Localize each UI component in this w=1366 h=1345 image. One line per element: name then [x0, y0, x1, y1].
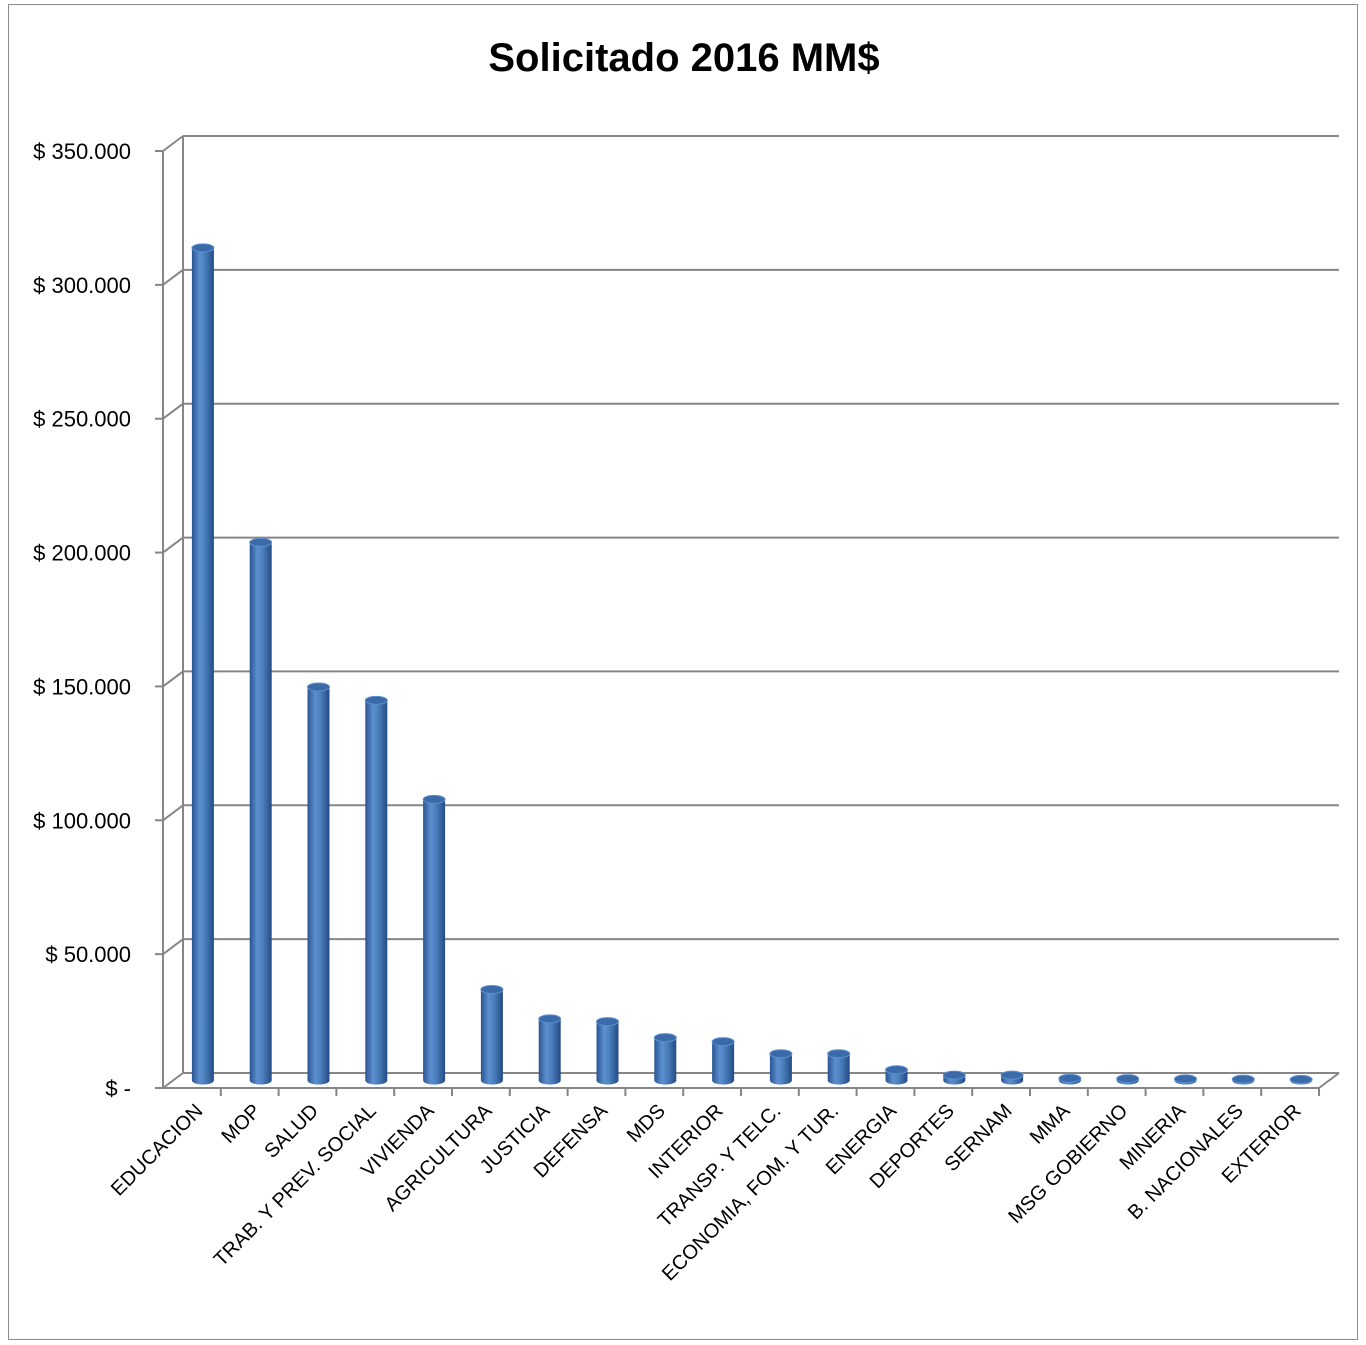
- gridline-side: [162, 804, 184, 822]
- gridline-side: [162, 1072, 184, 1089]
- x-tick-label: MMA: [1026, 1100, 1075, 1149]
- x-axis-line: [163, 1072, 1340, 1089]
- gridline-side: [162, 670, 184, 688]
- bar: [942, 1070, 966, 1085]
- gridline-side: [162, 938, 184, 955]
- bar: [1116, 1074, 1140, 1085]
- bar: [885, 1065, 908, 1085]
- y-tick-label: $ 300.000: [33, 273, 131, 298]
- gridline-side: [162, 269, 184, 286]
- y-tick-label: $ 250.000: [33, 407, 131, 432]
- gridline-side: [162, 135, 184, 152]
- bar: [769, 1049, 793, 1085]
- chart-frame: Solicitado 2016 MM$ $ - $ 50.000 $ 100.000…: [8, 4, 1358, 1340]
- y-tick-label: $ 200.000: [33, 541, 131, 566]
- bars: [191, 243, 1313, 1085]
- bar: [538, 1014, 562, 1085]
- bar: [307, 682, 330, 1085]
- x-tick-label: MOP: [217, 1100, 265, 1148]
- bar: [711, 1037, 735, 1085]
- bar: [653, 1033, 677, 1085]
- bar: [596, 1017, 619, 1085]
- bar: [480, 984, 504, 1085]
- gridline-side: [162, 402, 184, 420]
- y-tick-label: $ 350.000: [33, 139, 131, 164]
- x-tick-label: MDS: [623, 1100, 670, 1147]
- bar: [827, 1049, 851, 1085]
- chart-title: Solicitado 2016 MM$: [488, 36, 879, 80]
- bar: [1174, 1074, 1197, 1085]
- bar: [364, 695, 388, 1085]
- bar-chart: Solicitado 2016 MM$ $ - $ 50.000 $ 100.000…: [33, 36, 1340, 1286]
- bar: [249, 537, 273, 1085]
- x-tick-label: EDUCACION: [107, 1100, 207, 1200]
- gridline-side: [162, 536, 184, 554]
- bar: [1058, 1073, 1082, 1085]
- axes: [155, 136, 1340, 1096]
- y-tick-label: $ 50.000: [45, 942, 131, 967]
- y-tick-label: $ 150.000: [33, 674, 131, 699]
- y-tick-label: $ 100.000: [33, 808, 131, 833]
- bar: [1289, 1074, 1313, 1085]
- gridlines: [162, 135, 1339, 1089]
- y-axis-tick-labels: $ - $ 50.000 $ 100.000 $ 150.000 $ 200.000 $ …: [33, 139, 131, 1101]
- bar: [191, 243, 215, 1085]
- bar: [1000, 1070, 1024, 1085]
- y-tick-label: $ -: [105, 1076, 131, 1101]
- bar: [422, 794, 446, 1085]
- x-tick-label: AGRICULTURA: [381, 1100, 497, 1216]
- bar: [1231, 1074, 1255, 1085]
